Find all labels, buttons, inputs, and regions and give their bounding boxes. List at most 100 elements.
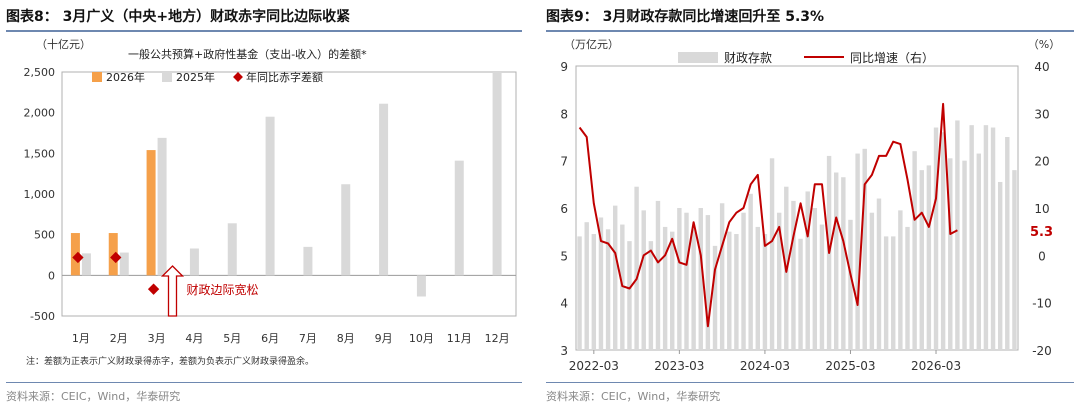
deposit-bar-16 — [684, 212, 689, 350]
deposit-bar-56 — [969, 125, 974, 351]
deposit-bar-5 — [605, 229, 611, 350]
right-title-divider — [546, 30, 1074, 32]
deposit-bar-1 — [577, 236, 582, 350]
deposit-bar-26 — [755, 226, 761, 350]
chart-subtitle: 一般公共预算+政府性基金（支出-收入）的差额* — [128, 47, 367, 61]
x-tick-label: 2026-03 — [911, 359, 961, 373]
deposit-bar-43 — [876, 198, 882, 350]
x-tick-label: 6月 — [261, 332, 279, 345]
deposit-bar-38 — [841, 177, 846, 350]
deposit-bar-3 — [591, 234, 597, 350]
yoy-growth-line — [578, 102, 958, 328]
bar-2025-1 — [81, 253, 91, 276]
deposit-bar-23 — [734, 234, 739, 350]
x-tick-label: 10月 — [409, 332, 434, 345]
right-y-tick-label: 20 — [1034, 155, 1049, 169]
right-figure-title: 图表9： 3月财政存款同比增速回升至 5.3% — [546, 9, 825, 25]
deposit-bar-57 — [976, 153, 982, 350]
left-figure-panel: 图表8： 3月广义（中央+地方）财政赤字同比边际收紧 （十亿元） -500 0 500… — [0, 0, 528, 412]
x-tick-label: 1月 — [72, 332, 90, 345]
x-tick-label: 7月 — [299, 332, 317, 345]
right-y-tick-label: -20 — [1032, 344, 1052, 358]
deposit-bar-10 — [641, 210, 646, 350]
right-figure-panel: 图表9： 3月财政存款同比增速回升至 5.3% （万亿元） （%） 3 4 5 6 7 8 9 -… — [540, 0, 1080, 412]
y-tick-label: 0 — [48, 269, 55, 282]
legend-marker-diff — [233, 72, 243, 82]
left-axis-unit: （万亿元） — [564, 38, 619, 51]
deposit-bar-13 — [662, 226, 668, 350]
bar-2025-6 — [265, 116, 275, 276]
legend-swatch-2025 — [162, 72, 172, 82]
bar-2025-3 — [157, 137, 167, 276]
bar-2026-1 — [70, 233, 80, 276]
left-chart: （十亿元） -500 0 500 1,000 1,500 2,000 2,500 1月 2月 3月 4… — [24, 37, 517, 345]
deposit-bar-46 — [898, 210, 903, 350]
right-y-tick-label: 30 — [1034, 107, 1049, 121]
deposit-bar-17 — [691, 229, 696, 350]
deposit-bar-4 — [598, 217, 604, 350]
deposit-bar-28 — [769, 158, 775, 350]
deposit-bar-49 — [919, 170, 924, 350]
deposit-bar-48 — [912, 151, 917, 350]
x-tick-label: 2023-03 — [654, 359, 704, 373]
deposit-bar-20 — [712, 245, 718, 350]
deposit-bar-42 — [869, 212, 875, 350]
deposit-bar-44 — [883, 236, 889, 350]
x-tick-label: 2025-03 — [825, 359, 875, 373]
right-chart: （万亿元） （%） 3 4 5 6 7 8 9 -20 -10 0 10 20 30 40 2022-03 202… — [560, 38, 1060, 373]
left-y-tick-label: 8 — [560, 107, 568, 121]
deposit-bar-59 — [990, 127, 996, 351]
right-y-tick-label: 10 — [1034, 202, 1049, 216]
x-tick-label: 2月 — [110, 332, 128, 345]
deposit-bar-12 — [655, 200, 661, 350]
y-tick-label: 2,500 — [24, 66, 56, 79]
y-tick-label: 1,000 — [24, 188, 56, 201]
left-y-tick-label: 6 — [560, 202, 568, 216]
plot-frame — [61, 71, 517, 317]
left-y-tick-label: 9 — [560, 60, 568, 74]
legend-label-2025: 2025年 — [176, 70, 215, 84]
bar-2025-4 — [189, 248, 199, 276]
deposit-bar-40 — [855, 153, 860, 350]
left-figure-title: 图表8： 3月广义（中央+地方）财政赤字同比边际收紧 — [6, 9, 351, 25]
deposit-bar-18 — [698, 208, 703, 350]
bar-2025-11 — [454, 160, 464, 276]
deposit-bar-52 — [940, 132, 946, 350]
deposit-bar-41 — [862, 148, 867, 350]
deposit-bar-55 — [962, 160, 967, 350]
left-bottom-divider — [6, 382, 522, 383]
deposit-bar-21 — [719, 203, 725, 350]
bar-2025-5 — [227, 223, 237, 276]
legend-label-2026: 2026年 — [106, 70, 145, 84]
annotation-label: 财政边际宽松 — [187, 282, 259, 297]
legend-label-deposit: 财政存款 — [724, 51, 772, 65]
deposit-bar-33 — [805, 191, 810, 350]
bar-2026-2 — [108, 233, 118, 276]
right-bottom-divider — [546, 382, 1074, 383]
y-tick-label: 500 — [34, 229, 55, 242]
deposit-bar-45 — [891, 236, 896, 350]
deposit-bar-22 — [727, 231, 732, 350]
left-y-tick-label: 5 — [560, 249, 568, 263]
deposit-bar-14 — [670, 231, 675, 350]
deposit-bar-54 — [955, 120, 960, 350]
deposit-bar-53 — [948, 158, 953, 350]
left-y-tick-label: 7 — [560, 155, 568, 169]
bar-2025-12 — [492, 72, 502, 276]
deposit-bar-47 — [905, 226, 910, 350]
x-tick-label: 9月 — [375, 332, 393, 345]
x-tick-label: 2024-03 — [740, 359, 790, 373]
deposit-bar-37 — [833, 172, 839, 350]
left-source-note: 资料来源：CEIC，Wind，华泰研究 — [6, 390, 181, 403]
bar-2025-7 — [303, 246, 313, 276]
x-tick-label: 12月 — [485, 332, 510, 345]
deposit-bar-6 — [612, 205, 618, 350]
deposit-bar-15 — [677, 208, 682, 350]
x-tick-label: 11月 — [447, 332, 472, 345]
x-tick-label: 8月 — [337, 332, 355, 345]
x-tick-label: 5月 — [223, 332, 241, 345]
deposit-bar-9 — [634, 186, 639, 350]
right-y-tick-label: 0 — [1038, 249, 1046, 263]
deposit-bar-39 — [848, 219, 853, 350]
deposit-bar-2 — [584, 222, 589, 350]
